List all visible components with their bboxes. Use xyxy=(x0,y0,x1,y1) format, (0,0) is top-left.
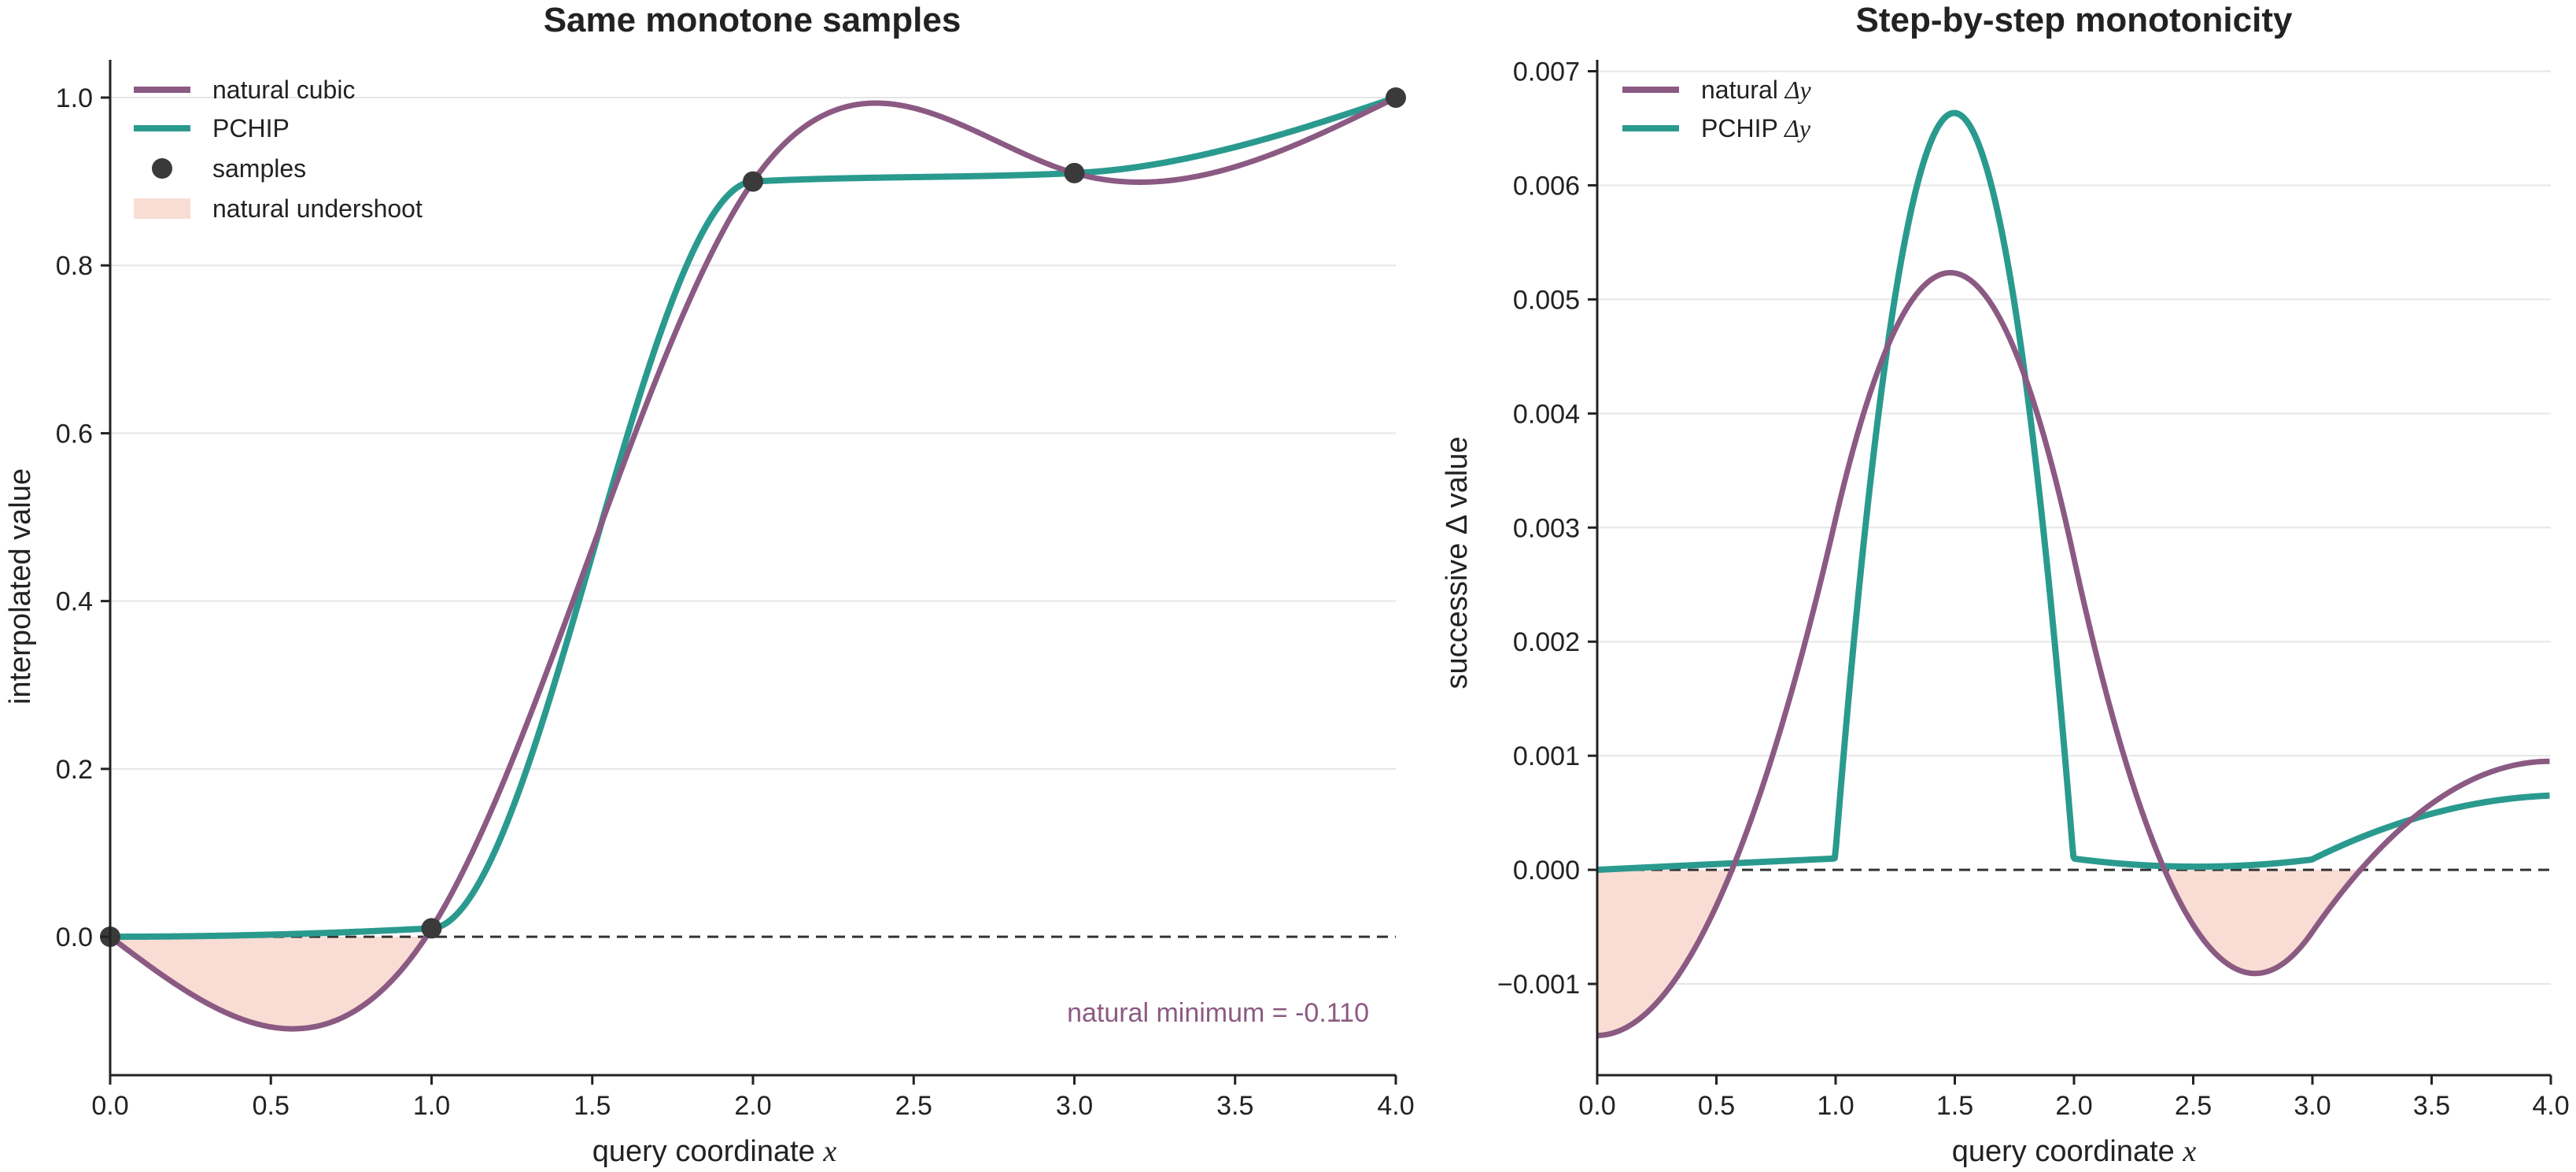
right-chart-x-ticks: 0.0 0.5 1.0 1.5 2.0 2.5 3.0 3.5 4.0 xyxy=(1578,1075,2570,1121)
right-chart-x-tick-label: 3.0 xyxy=(2294,1091,2331,1121)
left-chart-x-ticks: 0.0 0.5 1.0 1.5 2.0 2.5 3.0 3.5 4.0 xyxy=(91,1075,1415,1121)
left-chart-title: Same monotone samples xyxy=(544,1,961,39)
right-chart-x-tick-label: 1.5 xyxy=(1936,1091,1973,1121)
right-chart-y-tick-label: 0.000 xyxy=(1513,856,1580,885)
legend-label-natural-cubic: natural cubic xyxy=(212,76,355,104)
left-chart-y-ticks: 0.0 0.2 0.4 0.6 0.8 1.0 xyxy=(56,83,110,952)
left-chart-x-tick-label: 0.0 xyxy=(91,1091,128,1121)
left-chart-y-tick-label: 1.0 xyxy=(56,83,93,113)
right-chart-x-tick-label: 0.0 xyxy=(1578,1091,1615,1121)
right-chart-y-ticks: −0.001 0.000 0.001 0.002 0.003 0.004 0.005 0.00… xyxy=(1497,57,1597,1000)
left-chart-y-tick-label: 0.8 xyxy=(56,251,93,281)
right-chart-panel: Step-by-step monotonicity 0.0 0.5 1.0 1.5 2.… xyxy=(1441,1,2570,1168)
left-chart-y-tick-label: 0.0 xyxy=(56,922,93,952)
natural-cubic-curve xyxy=(108,94,1397,1032)
sample-point xyxy=(743,171,763,192)
right-chart-x-tick-label: 0.5 xyxy=(1698,1091,1735,1121)
right-chart-undershoot-fill xyxy=(1597,870,2360,1036)
legend-label-natural-undershoot: natural undershoot xyxy=(212,194,423,223)
left-chart-undershoot-fill xyxy=(112,937,426,1030)
left-chart-y-axis-label: interpolated value xyxy=(4,468,37,704)
left-chart-legend: natural cubic PCHIP samples natural unde… xyxy=(134,76,423,223)
legend-swatch-natural-undershoot xyxy=(134,198,190,219)
legend-label-samples: samples xyxy=(212,154,306,183)
pchip-dy-curve xyxy=(1595,109,2552,874)
right-chart-y-tick-label: 0.006 xyxy=(1513,171,1580,201)
right-chart-y-tick-label: 0.001 xyxy=(1513,741,1580,771)
right-chart-x-tick-label: 4.0 xyxy=(2532,1091,2569,1121)
legend-label-natural-dy: natural Δy xyxy=(1701,76,1812,104)
left-chart-x-tick-label: 1.0 xyxy=(413,1091,450,1121)
sample-point xyxy=(421,918,442,939)
right-chart-x-tick-label: 1.0 xyxy=(1817,1091,1854,1121)
left-chart-x-tick-label: 3.0 xyxy=(1056,1091,1093,1121)
legend-label-pchip: PCHIP xyxy=(212,114,290,142)
left-chart-x-tick-label: 3.5 xyxy=(1216,1091,1253,1121)
right-chart-x-tick-label: 3.5 xyxy=(2413,1091,2450,1121)
right-chart-y-tick-label: 0.003 xyxy=(1513,513,1580,543)
left-chart-x-tick-label: 0.5 xyxy=(253,1091,290,1121)
legend-label-pchip-dy: PCHIP Δy xyxy=(1701,114,1811,142)
left-chart-x-axis-label: query coordinate x xyxy=(592,1135,837,1168)
right-chart-y-tick-label: 0.005 xyxy=(1513,285,1580,315)
left-chart-panel: Same monotone samples 0.0 0.5 1.0 1.5 2.0 2.5… xyxy=(4,1,1415,1168)
left-chart-y-tick-label: 0.4 xyxy=(56,587,93,617)
sample-point xyxy=(1386,87,1406,108)
left-chart-y-tick-label: 0.6 xyxy=(56,419,93,449)
legend-marker-samples xyxy=(152,158,172,179)
left-chart-sample-points xyxy=(100,87,1406,948)
left-chart-gridlines xyxy=(110,96,1396,770)
natural-undershoot-area xyxy=(112,937,426,1030)
right-chart-y-tick-label: 0.004 xyxy=(1513,399,1580,429)
natural-dy-negative-area xyxy=(1597,870,1731,1036)
sample-point xyxy=(1064,162,1085,183)
right-chart-y-tick-label: −0.001 xyxy=(1497,970,1580,1000)
left-chart-y-tick-label: 0.2 xyxy=(56,755,93,785)
natural-dy-curve xyxy=(1596,269,2552,1039)
right-chart-y-tick-label: 0.002 xyxy=(1513,627,1580,657)
left-chart-x-tick-label: 1.5 xyxy=(574,1091,611,1121)
right-chart-y-tick-label: 0.007 xyxy=(1513,57,1580,87)
natural-dy-negative-area xyxy=(2165,870,2360,974)
right-chart-x-tick-label: 2.0 xyxy=(2055,1091,2092,1121)
right-chart-legend: natural Δy PCHIP Δy xyxy=(1622,76,1812,142)
pchip-curve xyxy=(109,94,1397,941)
right-chart-gridlines xyxy=(1597,70,2551,985)
right-chart-x-tick-label: 2.5 xyxy=(2175,1091,2212,1121)
right-chart-x-axis-label: query coordinate x xyxy=(1952,1135,2197,1168)
left-chart-x-tick-label: 4.0 xyxy=(1377,1091,1414,1121)
natural-minimum-annotation: natural minimum = -0.110 xyxy=(1067,998,1369,1028)
right-chart-y-axis-label: successive Δ value xyxy=(1441,436,1474,689)
right-chart-title: Step-by-step monotonicity xyxy=(1856,1,2293,39)
left-chart-series xyxy=(108,94,1397,1032)
left-chart-x-tick-label: 2.0 xyxy=(734,1091,771,1121)
right-chart-series xyxy=(1595,109,2552,1039)
left-chart-x-tick-label: 2.5 xyxy=(895,1091,932,1121)
